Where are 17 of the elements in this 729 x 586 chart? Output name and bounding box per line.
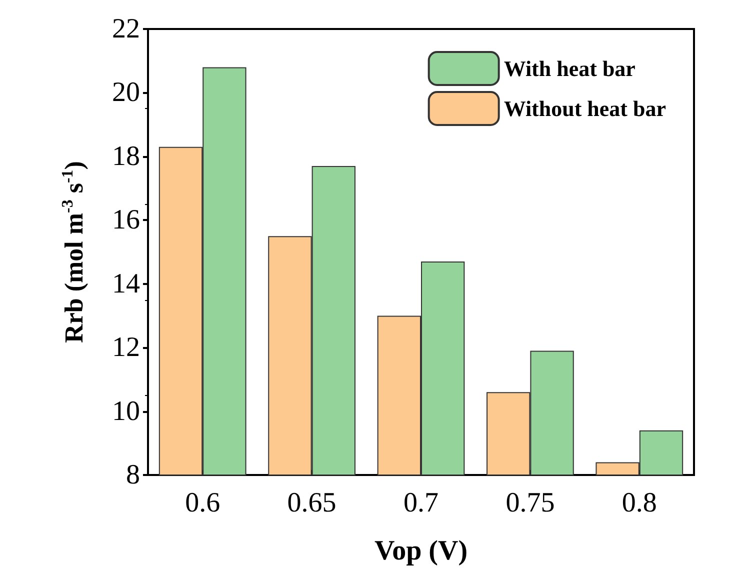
x-tick-label: 0.7 [404, 488, 438, 518]
y-tick-label: 16 [112, 204, 140, 236]
x-axis-title: Vop (V) [374, 536, 468, 566]
y-tick-label: 8 [126, 460, 140, 490]
x-tick-label: 0.8 [622, 488, 657, 518]
y-tick-label: 22 [112, 14, 140, 44]
x-tick-label: 0.75 [506, 488, 555, 518]
y-tick-label: 14 [112, 268, 140, 300]
legend-label: With heat bar [504, 56, 636, 81]
y-tick-label: 18 [112, 140, 140, 172]
y-tick-label: 10 [112, 396, 140, 427]
legend-label: Without heat bar [504, 96, 666, 121]
x-tick-label: 0.6 [185, 488, 220, 518]
y-tick-label: 20 [112, 77, 140, 108]
x-tick-label: 0.65 [287, 488, 336, 518]
y-tick-label: 12 [112, 332, 140, 364]
y-axis-title: Rrb (mol m-3 s-1) [60, 161, 88, 343]
